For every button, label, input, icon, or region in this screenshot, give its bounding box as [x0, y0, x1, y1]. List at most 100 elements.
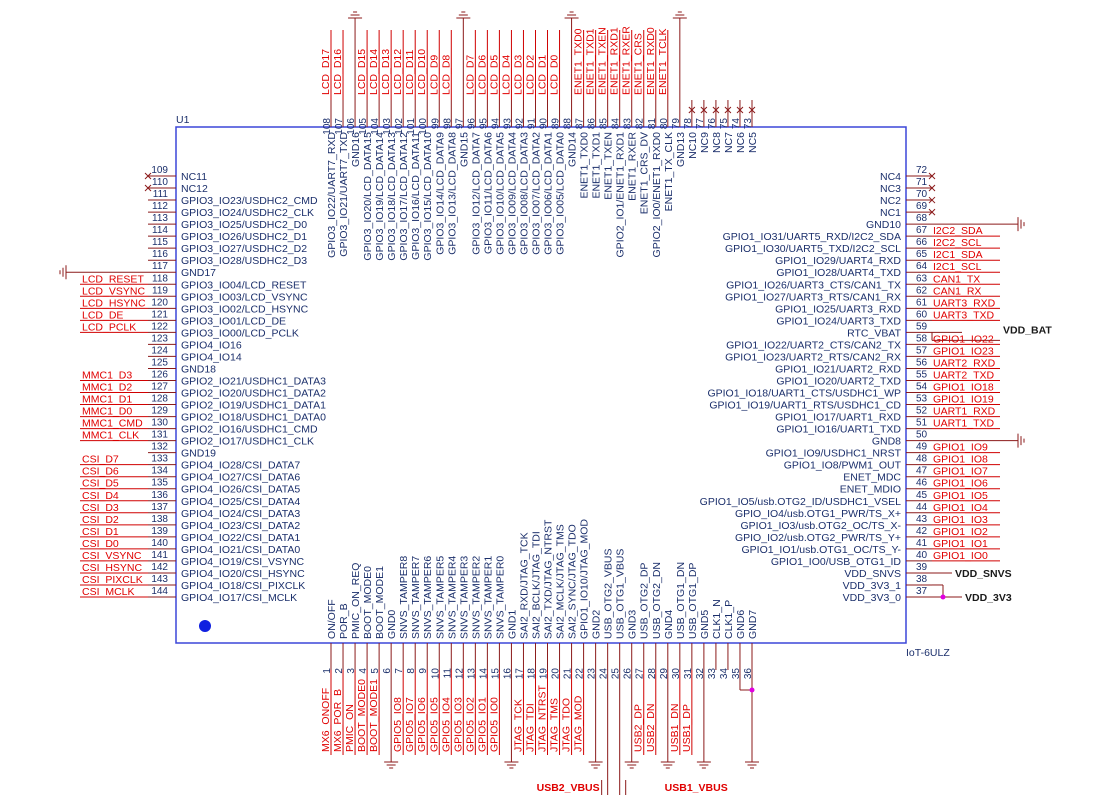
- nc-mark: [928, 172, 936, 180]
- pin-number: 25: [611, 668, 622, 680]
- net-label: USB2_DN: [645, 704, 657, 752]
- pin-number: 29: [659, 668, 670, 680]
- pin-name: GND8: [872, 436, 901, 448]
- pin-name: NC3: [880, 183, 901, 195]
- net-label: LCD_D0: [549, 55, 561, 95]
- pin-number: 117: [152, 261, 168, 272]
- pin-name: NC7: [723, 132, 735, 153]
- net-label: GPIO1_IO6: [933, 478, 988, 490]
- net-label: GPIO5_IO3: [452, 697, 464, 752]
- pin-number: 26: [623, 668, 634, 680]
- pin-number: 31: [683, 668, 694, 680]
- net-label: GPIO1_IO23: [933, 345, 994, 357]
- net-label: GPIO1_IO22: [933, 333, 994, 345]
- pin-name: SNVS_TAMPER6: [422, 556, 434, 639]
- pin-name: GND19: [181, 448, 216, 460]
- pin-number: 67: [916, 225, 928, 236]
- pin-number: 11: [442, 668, 453, 679]
- pin-name: GPIO1_IO21/UART2_RXD: [775, 363, 901, 375]
- pin-number: 71: [916, 177, 928, 188]
- pin-name: GPIO2_IO17/USDHC1_CLK: [181, 436, 314, 448]
- pin-name: GPIO2_IO19/USDHC1_DATA1: [181, 400, 326, 412]
- net-label: I2C2_SDA: [933, 225, 983, 237]
- pin-name: GPIO4_IO14: [181, 351, 242, 363]
- net-label: GPIO1_IO18: [933, 382, 994, 394]
- part-name: IoT-6ULZ: [906, 647, 950, 659]
- net-label: LCD_DE: [82, 309, 123, 321]
- pin-number: 110: [152, 177, 168, 188]
- pin-number: 86: [587, 118, 598, 130]
- pin-name: NC11: [181, 171, 207, 183]
- pin-number: 90: [539, 118, 550, 130]
- pin-number: 139: [151, 526, 168, 537]
- net-label: USB2_DP: [633, 704, 645, 752]
- pin-number: 14: [478, 668, 489, 680]
- net-label: UART1_TXD: [933, 418, 994, 430]
- net-label: GPIO5_IO2: [464, 697, 476, 752]
- pin-number: 98: [442, 118, 453, 130]
- pin-number: 127: [151, 382, 168, 393]
- pin-name: GND4: [663, 610, 675, 639]
- nc-mark: [724, 106, 732, 114]
- net-label: MMC1_D2: [82, 382, 132, 394]
- net-label: GPIO1_IO0: [933, 550, 988, 562]
- pin-name: VDD_3V3_1: [843, 580, 902, 592]
- pin-name: GND15: [458, 132, 470, 167]
- pin-number: 138: [151, 514, 168, 525]
- pin-number: 91: [526, 118, 537, 130]
- net-label: LCD_D13: [380, 49, 392, 95]
- pin-number: 63: [916, 273, 928, 284]
- net-label: GPIO5_IO5: [428, 697, 440, 752]
- net-label: GPIO1_IO5: [933, 490, 988, 502]
- net-label: ENET1_RXER: [621, 26, 633, 95]
- net-label: CSI_D5: [82, 478, 119, 490]
- pin-name: GPIO3_IO07/LCD_DATA2: [530, 132, 542, 255]
- net-label: I2C1_SDA: [933, 249, 983, 261]
- pin-number: 105: [358, 118, 369, 135]
- pin-name: GPIO3_IO24/USDHC2_CLK: [181, 207, 314, 219]
- pin-name: GPIO1_IO22/UART2_CTS/CAN2_TX: [726, 339, 901, 351]
- pin-name: GPIO4_IO26/CSI_DATA5: [181, 484, 300, 496]
- pin-name: GPIO3_IO02/LCD_HSYNC: [181, 303, 309, 315]
- nc-mark: [688, 106, 696, 114]
- pin-number: 116: [152, 249, 168, 260]
- net-label: LCD_HSYNC: [82, 297, 146, 309]
- pin-name: GND13: [675, 132, 687, 167]
- pin-number: 10: [430, 668, 441, 680]
- pin-number: 62: [916, 285, 928, 296]
- pin-name: GPIO3_IO18/LCD_DATA13: [386, 132, 398, 261]
- pin-name: GPIO3_IO10/LCD_DATA5: [494, 132, 506, 255]
- pin-name: GPIO_IO4/usb.OTG1_PWR/TS_X+: [735, 508, 901, 520]
- pin-number: 87: [575, 118, 586, 130]
- pin-number: 2: [334, 668, 345, 674]
- net-label: JTAG_TDI: [524, 703, 536, 752]
- pin-name: SNVS_TAMPER5: [434, 556, 446, 639]
- pin-number: 83: [623, 118, 634, 130]
- pin-number: 112: [152, 201, 168, 212]
- nc-mark: [712, 106, 720, 114]
- net-label: LCD_D1: [537, 55, 549, 95]
- net-label: LCD_D17: [320, 49, 332, 95]
- pin-name: NC10: [687, 132, 699, 159]
- net-label: UART2_RXD: [933, 357, 996, 369]
- net-label: CSI_D4: [82, 490, 119, 502]
- net-label: LCD_D9: [428, 55, 440, 95]
- pin-number: 17: [514, 668, 525, 680]
- pin-name: USB_OTG2_DP: [639, 563, 651, 639]
- pin-name: GPIO2_IO0/ENET1_RXD0: [651, 132, 663, 258]
- pin-number: 3: [346, 668, 357, 674]
- pin-number: 48: [916, 454, 928, 465]
- net-label: CSI_D2: [82, 514, 119, 526]
- pin-name: GND2: [591, 610, 603, 639]
- pin-name: PMIC_ON_REQ: [350, 563, 362, 639]
- net-label: LCD_D4: [500, 55, 512, 95]
- net-label: CSI_D7: [82, 454, 119, 466]
- pin-number: 60: [916, 309, 928, 320]
- net-label: MMC1_D1: [82, 394, 132, 406]
- pin-number: 89: [551, 118, 562, 130]
- pin-name: GND7: [747, 610, 759, 639]
- net-label: LCD_D11: [404, 50, 416, 95]
- pin-name: ENET_MDIO: [840, 484, 901, 496]
- pin-name: GND18: [181, 363, 216, 375]
- net-label: MMC1_CMD: [82, 418, 143, 430]
